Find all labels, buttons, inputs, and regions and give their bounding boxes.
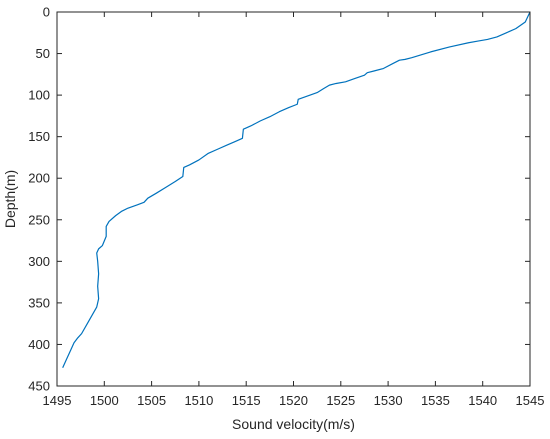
x-tick-label-8: 1535 — [421, 393, 450, 408]
y-tick-label-6: 300 — [28, 254, 50, 269]
x-tick-label-10: 1545 — [516, 393, 545, 408]
plot-area-box — [56, 11, 531, 387]
y-tick-label-7: 350 — [28, 295, 50, 310]
y-tick-label-9: 450 — [28, 379, 50, 394]
x-tick-label-0: 1495 — [43, 393, 72, 408]
x-tick-label-3: 1510 — [184, 393, 213, 408]
x-tick-label-2: 1505 — [137, 393, 166, 408]
y-tick-label-0: 0 — [43, 5, 50, 20]
y-axis-label: Depth(m) — [2, 170, 18, 228]
y-tick-label-3: 150 — [28, 129, 50, 144]
y-tick-label-4: 200 — [28, 171, 50, 186]
y-tick-label-2: 100 — [28, 88, 50, 103]
y-tick-label-1: 50 — [36, 46, 50, 61]
x-tick-label-9: 1540 — [468, 393, 497, 408]
x-tick-label-5: 1520 — [279, 393, 308, 408]
x-axis-label: Sound velocity(m/s) — [232, 416, 355, 432]
x-tick-label-4: 1515 — [232, 393, 261, 408]
y-tick-label-5: 250 — [28, 212, 50, 227]
x-tick-label-6: 1525 — [326, 393, 355, 408]
y-tick-label-8: 400 — [28, 337, 50, 352]
x-tick-label-1: 1500 — [90, 393, 119, 408]
x-tick-label-7: 1530 — [374, 393, 403, 408]
sound-velocity-series-line — [62, 11, 531, 368]
ticks-layer: 1495 1500 1505 1510 1515 1520 1525 1530 1535 1540… — [28, 5, 544, 409]
